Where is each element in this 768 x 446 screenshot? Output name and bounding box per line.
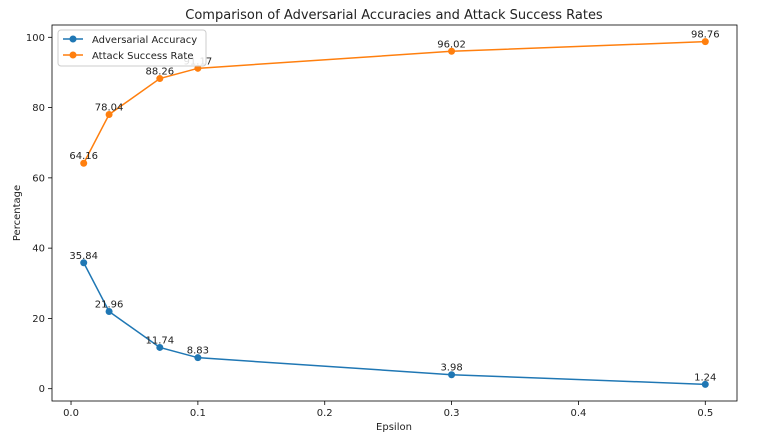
legend-marker-adversarial-accuracy — [69, 35, 77, 43]
x-tick-label: 0.0 — [63, 408, 79, 419]
data-point-attack-success-rate — [448, 47, 456, 55]
data-label-adversarial-accuracy: 11.74 — [146, 335, 175, 346]
x-tick-label: 0.2 — [317, 408, 333, 419]
series-line-attack-success-rate — [83, 40, 706, 164]
chart-title: Comparison of Adversarial Accuracies and… — [185, 8, 603, 23]
data-point-adversarial-accuracy — [448, 371, 456, 379]
x-tick-label: 0.5 — [697, 408, 713, 419]
plot-frame — [51, 24, 738, 402]
data-point-adversarial-accuracy — [701, 380, 709, 388]
data-label-adversarial-accuracy: 21.96 — [95, 300, 124, 311]
data-point-adversarial-accuracy — [156, 343, 164, 351]
data-label-attack-success-rate: 88.26 — [146, 67, 175, 78]
data-label-attack-success-rate: 98.76 — [691, 30, 720, 41]
legend-label-attack-success-rate: Attack Success Rate — [92, 51, 193, 62]
data-label-adversarial-accuracy: 1.24 — [694, 372, 716, 383]
data-label-adversarial-accuracy: 35.84 — [69, 251, 98, 262]
x-tick-label: 0.1 — [190, 408, 206, 419]
legend-label-adversarial-accuracy: Adversarial Accuracy — [92, 35, 197, 46]
data-point-attack-success-rate — [156, 75, 164, 83]
x-tick-label: 0.4 — [570, 408, 586, 419]
x-axis-label: Epsilon — [376, 422, 412, 433]
data-label-attack-success-rate: 96.02 — [437, 39, 466, 50]
legend-box — [57, 29, 207, 67]
data-label-attack-success-rate: 64.16 — [69, 151, 98, 162]
y-tick-label: 20 — [32, 314, 45, 325]
y-tick-label: 60 — [32, 173, 45, 184]
legend-marker-attack-success-rate — [69, 51, 77, 59]
y-tick-label: 40 — [32, 244, 45, 255]
y-tick-label: 0 — [39, 384, 45, 395]
data-point-attack-success-rate — [701, 38, 709, 46]
y-tick-label: 80 — [32, 103, 45, 114]
data-point-attack-success-rate — [80, 159, 88, 167]
x-tick-label: 0.3 — [444, 408, 460, 419]
data-point-adversarial-accuracy — [80, 259, 88, 267]
data-label-adversarial-accuracy: 8.83 — [187, 346, 209, 357]
data-label-attack-success-rate: 78.04 — [95, 102, 124, 113]
data-point-attack-success-rate — [194, 64, 202, 72]
data-point-adversarial-accuracy — [105, 308, 113, 316]
y-axis-label: Percentage — [12, 185, 23, 241]
data-label-adversarial-accuracy: 3.98 — [440, 363, 462, 374]
series-line-adversarial-accuracy — [83, 262, 706, 386]
data-point-adversarial-accuracy — [194, 354, 202, 362]
legend: Adversarial Accuracy Attack Success Rate — [57, 29, 207, 67]
data-point-attack-success-rate — [105, 110, 113, 118]
y-tick-label: 100 — [26, 33, 45, 44]
